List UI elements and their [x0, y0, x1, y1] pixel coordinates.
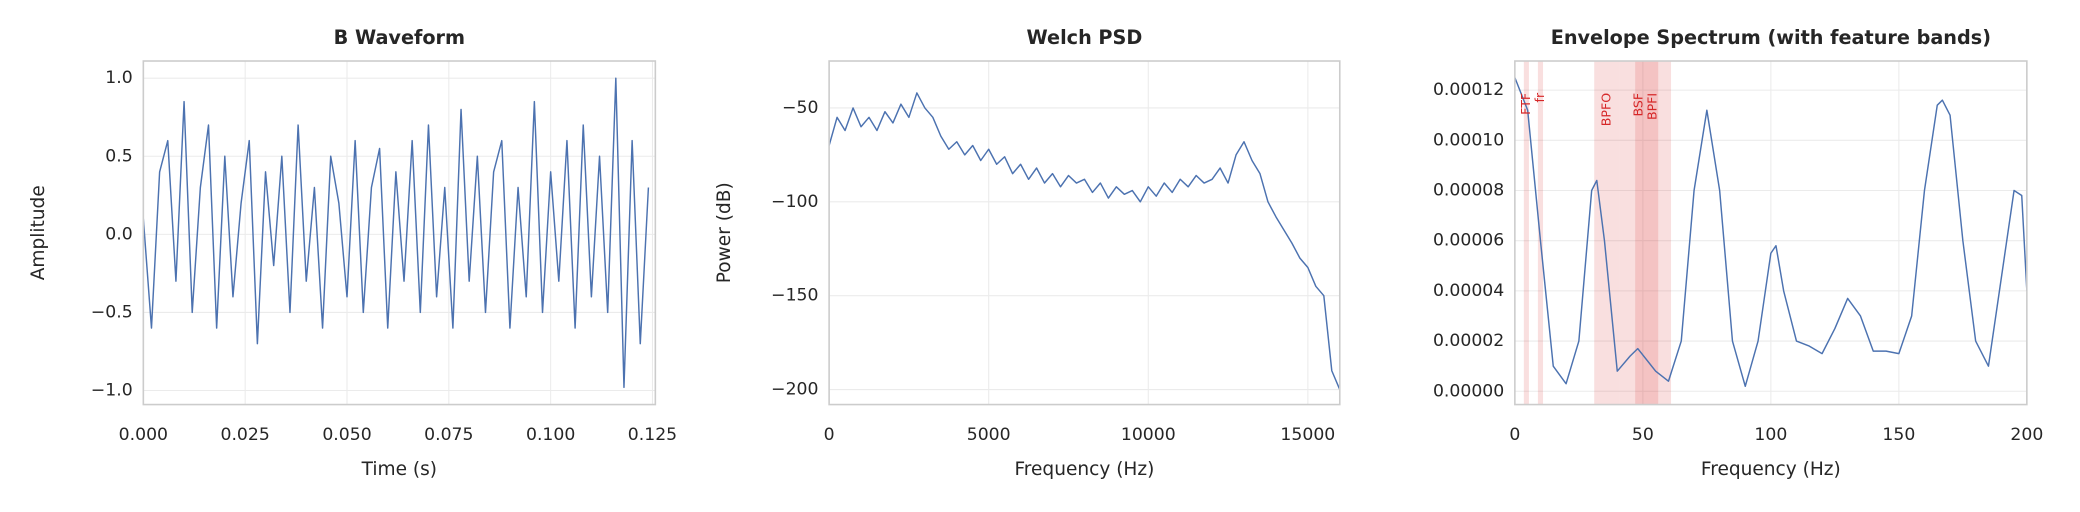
axes-frame: [828, 60, 1341, 406]
y-tick-label: −150: [771, 286, 818, 306]
y-tick-label: 0.0: [105, 224, 132, 244]
y-tick-label: 0.5: [105, 146, 132, 166]
x-tick-label: 0.125: [628, 425, 677, 445]
y-axis-label: Amplitude: [28, 185, 49, 280]
feature-band: [1619, 61, 1659, 405]
x-axis-label: Frequency (Hz): [1014, 459, 1154, 480]
x-tick-label: 5000: [967, 425, 1011, 445]
data-line: [829, 92, 1340, 390]
feature-band: [1635, 61, 1672, 405]
x-tick-label: 150: [1882, 425, 1915, 445]
y-tick-label: 1.0: [105, 68, 132, 88]
y-tick-label: 0.00012: [1433, 80, 1504, 100]
x-tick-label: 0: [1509, 425, 1520, 445]
x-tick-label: 200: [2010, 425, 2043, 445]
x-tick-label: 0.025: [220, 425, 269, 445]
x-tick-label: 15000: [1280, 425, 1335, 445]
y-tick-label: 0.00004: [1433, 281, 1504, 301]
y-tick-label: −50: [782, 98, 818, 118]
chart-title: Welch PSD: [1027, 26, 1143, 49]
y-tick-label: −100: [771, 192, 818, 212]
x-tick-label: 10000: [1121, 425, 1176, 445]
plot-area: [143, 77, 650, 389]
feature-band: [1523, 61, 1529, 405]
chart-title: B Waveform: [334, 26, 465, 49]
data-line: [143, 77, 650, 389]
x-tick-label: 50: [1632, 425, 1654, 445]
y-tick-label: −0.5: [91, 302, 133, 322]
y-tick-label: 0.00010: [1433, 130, 1504, 150]
band-label: FTF: [1518, 93, 1533, 115]
x-axis-label: Time (s): [361, 459, 437, 480]
band-label: BPFO: [1599, 93, 1614, 126]
x-axis-label: Frequency (Hz): [1701, 459, 1841, 480]
y-tick-label: 0.00002: [1433, 331, 1504, 351]
plot-area: FTF fr BPFO BSF BPFI: [1514, 61, 2027, 405]
band-label: fr: [1532, 92, 1547, 102]
x-tick-label: 100: [1754, 425, 1787, 445]
y-tick-label: −1.0: [91, 381, 133, 401]
plot-area: [829, 92, 1340, 390]
axes-frame: [1514, 60, 2028, 406]
chart-title: Envelope Spectrum (with feature bands): [1551, 26, 1991, 49]
y-tick-label: 0.00000: [1433, 381, 1504, 401]
y-tick-label: 0.00006: [1433, 231, 1504, 251]
band-label: BPFI: [1645, 93, 1660, 120]
x-tick-label: 0.100: [526, 425, 575, 445]
band-label: BSF: [1631, 93, 1646, 117]
feature-band: [1537, 61, 1544, 405]
x-tick-label: 0.050: [322, 425, 371, 445]
y-tick-label: 0.00008: [1433, 181, 1504, 201]
x-tick-label: 0.075: [424, 425, 473, 445]
y-axis-label: Power (dB): [714, 182, 735, 283]
axes-frame: [142, 60, 657, 406]
x-tick-label: 0.000: [119, 425, 168, 445]
y-tick-label: −200: [771, 380, 818, 400]
data-line: [1514, 77, 2027, 387]
x-tick-label: 0: [824, 425, 835, 445]
